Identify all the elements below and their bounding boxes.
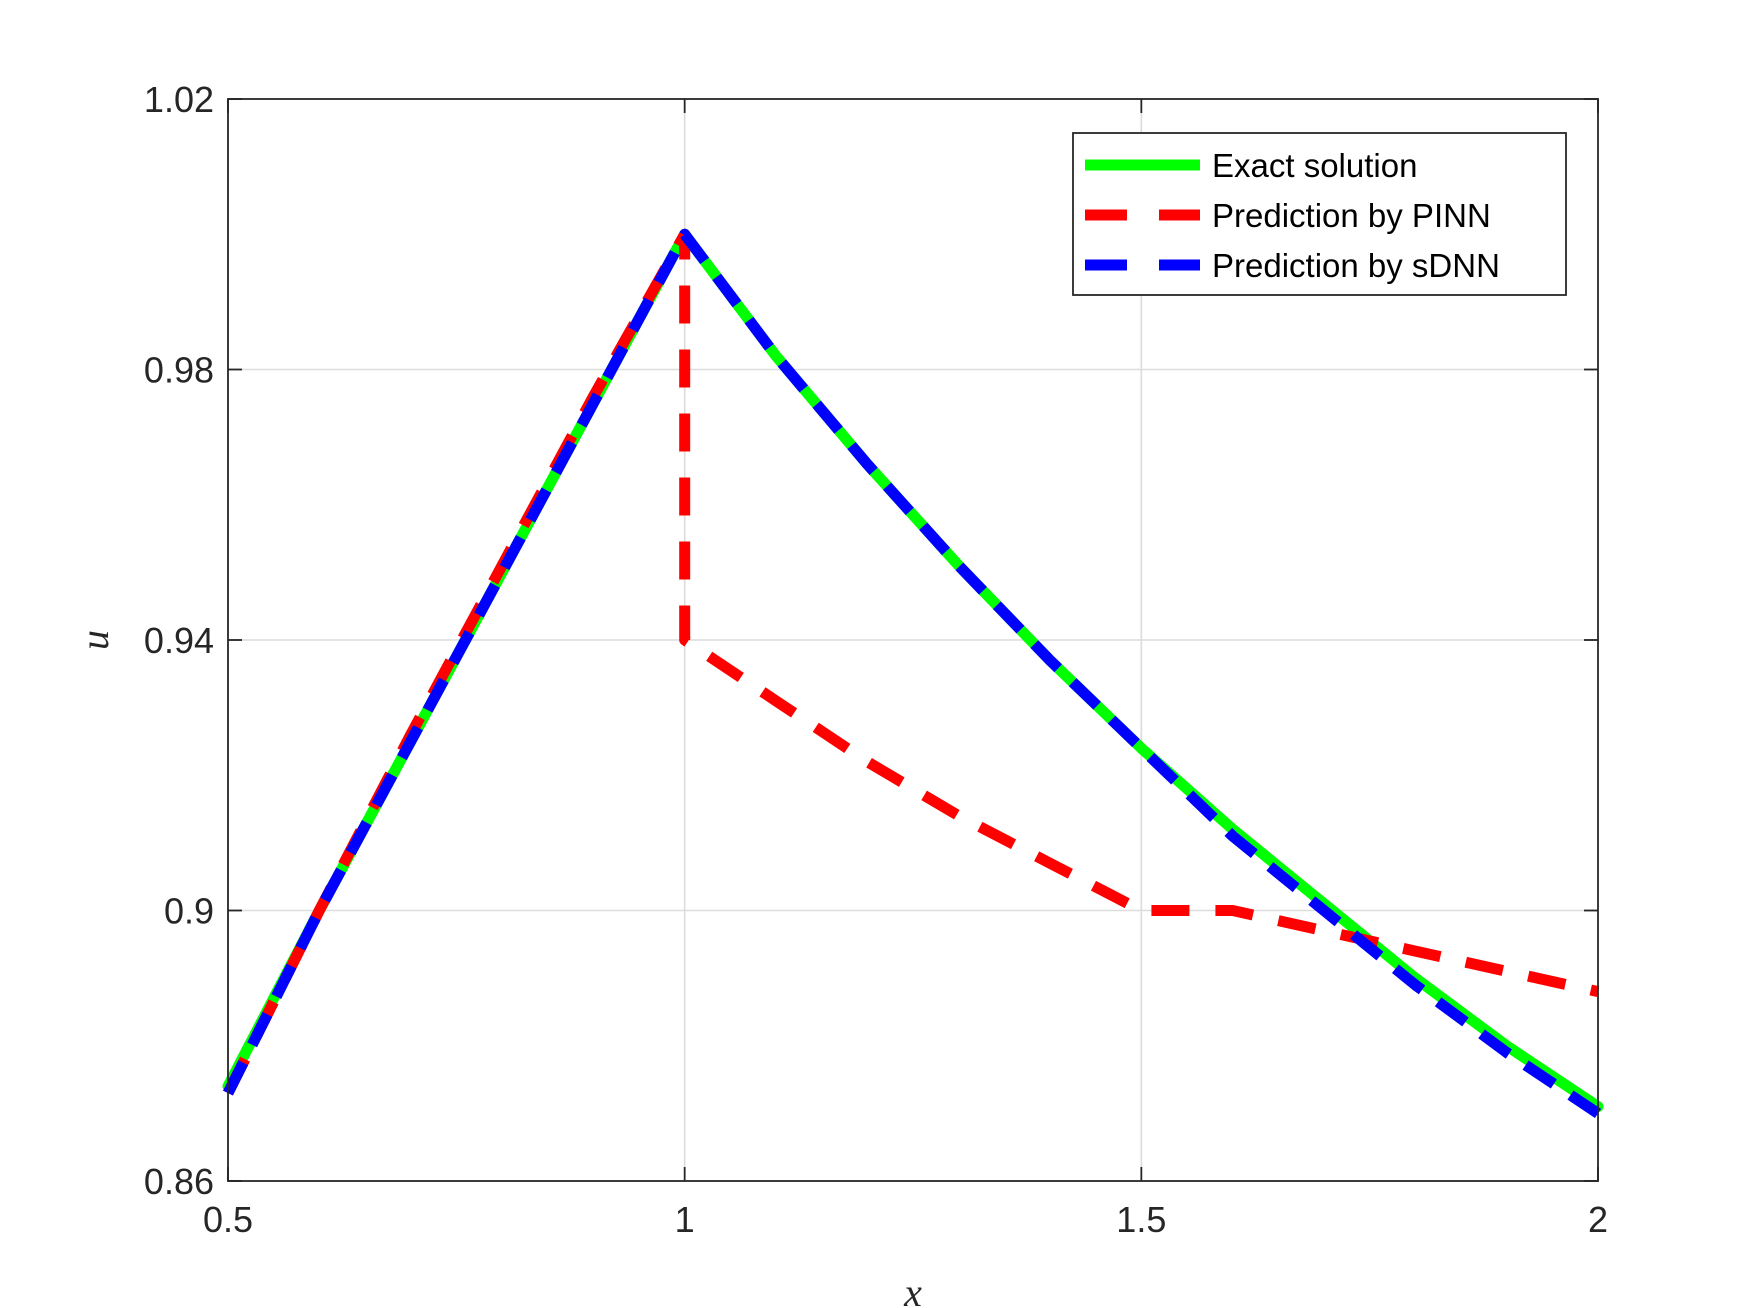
- y-tick-label: 0.9: [164, 891, 214, 932]
- y-tick-label: 0.94: [144, 620, 214, 661]
- x-tick-label: 0.5: [203, 1199, 253, 1240]
- x-tick-label: 1.5: [1116, 1199, 1166, 1240]
- x-tick-label: 2: [1588, 1199, 1608, 1240]
- x-axis-label: x: [903, 1270, 922, 1308]
- legend: Exact solution Prediction by PINN Predicti…: [1072, 132, 1567, 296]
- series-line-3: [223, 228, 1602, 1118]
- y-tick-label: 0.98: [144, 350, 214, 391]
- legend-label-1: Exact solution: [1212, 147, 1417, 184]
- axis-ticks: 0.5 1 1.5 2 0.86 0.9 0.94 0.98 1.02: [144, 79, 1608, 1240]
- x-tick-label: 1: [675, 1199, 695, 1240]
- y-tick-label: 0.86: [144, 1161, 214, 1202]
- legend-label-3: Prediction by sDNN: [1212, 247, 1500, 284]
- legend-label-2: Prediction by PINN: [1212, 197, 1491, 234]
- y-tick-label: 1.02: [144, 79, 214, 120]
- series-lines: [222, 228, 1604, 1118]
- y-axis-label: u: [72, 630, 117, 650]
